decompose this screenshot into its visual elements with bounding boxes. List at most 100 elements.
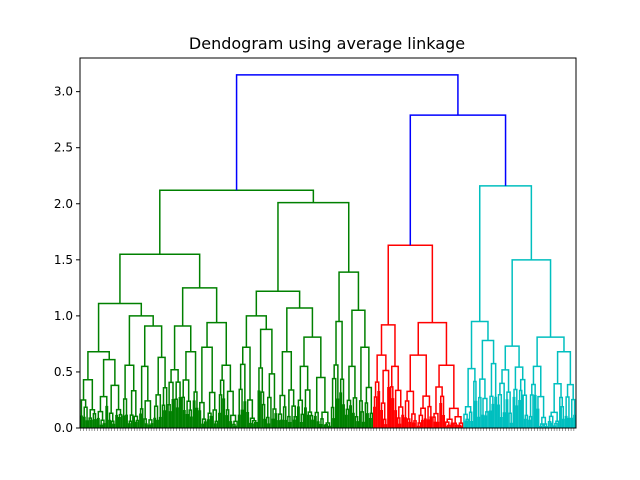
dendrogram-link-307 <box>518 389 523 428</box>
dendrogram-link-246 <box>409 354 427 397</box>
dendrogram-link-138 <box>277 420 281 428</box>
dendrogram-link-185 <box>344 414 348 428</box>
dendrogram-link-84 <box>203 421 207 428</box>
dendrogram-link-266 <box>448 407 459 420</box>
dendrogram-link-202 <box>360 346 370 401</box>
dendrogram-link-81 <box>173 325 192 370</box>
dendrogram-link-80 <box>185 351 197 393</box>
dendrogram-link-89 <box>207 412 212 420</box>
dendrogram-link-217 <box>376 354 387 383</box>
dendrogram-link-172 <box>315 376 326 413</box>
dendrogram-link-345 <box>556 351 572 385</box>
dendrogram-link-268 <box>417 321 448 366</box>
dendrogram-link-166 <box>320 418 324 428</box>
dendrogram-link-204 <box>338 271 360 322</box>
dendrogram-link-117 <box>249 422 252 428</box>
dendrogram-link-228 <box>404 417 407 428</box>
dendrogram-link-39 <box>124 364 135 400</box>
dendrogram-link-347 <box>511 259 552 347</box>
dendrogram-link-233 <box>413 420 417 428</box>
dendrogram-link-223 <box>401 414 405 428</box>
dendrogram-link-220 <box>394 410 398 428</box>
dendrogram-link-321 <box>540 423 544 428</box>
dendrogram-link-243 <box>429 416 433 428</box>
dendrogram-link-94 <box>201 346 213 403</box>
dendrogram-link-343 <box>571 398 576 419</box>
dendrogram-link-236 <box>416 425 420 428</box>
dendrogram-link-256 <box>447 424 451 428</box>
dendrogram-link-294 <box>499 417 503 428</box>
dendrogram-link-332 <box>555 420 560 428</box>
dendrogram-link-257 <box>444 421 450 428</box>
dendrogram-link-22 <box>115 414 119 428</box>
dendrogram-link-133 <box>274 413 278 428</box>
dendrogram-link-264 <box>458 422 464 428</box>
dendrogram-link-207 <box>373 406 376 428</box>
dendrogram-link-136 <box>259 328 273 374</box>
dendrogram-link-60 <box>97 302 143 352</box>
dendrogram-link-318 <box>531 383 536 396</box>
dendrogram-link-279 <box>477 416 481 428</box>
dendrogram-link-232 <box>412 422 416 428</box>
dendrogram-link-292 <box>470 320 489 369</box>
dendrogram-link-278 <box>467 367 476 407</box>
dendrogram-link-218 <box>391 398 395 428</box>
dendrogram-link-296 <box>502 412 506 428</box>
dendrogram-link-74 <box>188 409 193 428</box>
dendrogram-link-27 <box>102 358 116 397</box>
dendrogram-link-112 <box>240 409 244 428</box>
dendrogram-link-33 <box>128 420 133 428</box>
dendrogram-link-69 <box>170 368 179 383</box>
dendrogram-link-323 <box>543 423 548 428</box>
dendrogram-link-161 <box>299 365 309 401</box>
dendrogram-link-155 <box>304 407 307 428</box>
dendrogram-link-179 <box>336 398 340 428</box>
dendrogram-link-61 <box>168 411 172 428</box>
dendrogram-link-131 <box>267 396 272 428</box>
dendrogram-link-176 <box>332 418 336 428</box>
dendrogram-link-281 <box>481 414 485 428</box>
dendrogram-link-51 <box>153 405 159 421</box>
dendrogram-link-265 <box>454 416 462 424</box>
dendrogram-link-195 <box>360 411 364 428</box>
dendrogram-link-129 <box>267 423 271 428</box>
dendrogram-link-165 <box>319 423 323 428</box>
dendrogram-link-194 <box>361 421 365 428</box>
dendrogram-link-95 <box>218 412 221 428</box>
dendrogram-link-99 <box>225 415 228 428</box>
dendrogram-link-79 <box>193 391 198 409</box>
dendrogram-link-148 <box>291 405 296 428</box>
dendrogram-link-26 <box>110 384 120 414</box>
dendrogram-link-70 <box>182 409 186 428</box>
dendrogram-link-47 <box>144 400 152 420</box>
dendrogram-link-5 <box>89 419 93 428</box>
dendrogram-link-261 <box>453 422 457 428</box>
dendrogram-link-77 <box>192 400 196 428</box>
dendrogram-link-137 <box>245 315 268 348</box>
dendrogram-link-123 <box>242 346 251 401</box>
dendrogram-link-34 <box>129 414 134 428</box>
dendrogram-link-175 <box>255 290 301 316</box>
dendrogram-link-12 <box>99 424 103 428</box>
dendrogram-link-303 <box>512 396 516 428</box>
dendrogram-link-295 <box>497 394 503 418</box>
dendrogram-link-153 <box>300 413 305 428</box>
y-axis: 0.0 0.5 1.0 1.5 2.0 2.5 3.0 <box>54 85 80 435</box>
dendrogram-link-63 <box>171 399 175 428</box>
dendrogram-link-301 <box>506 391 511 414</box>
dendrogram-link-64 <box>168 381 174 405</box>
dendrogram-link-58 <box>143 325 163 367</box>
dendrogram-link-32 <box>127 423 131 428</box>
dendrogram-link-0 <box>79 415 83 428</box>
dendrogram-link-159 <box>307 411 313 416</box>
dendrogram-link-146 <box>292 419 296 428</box>
dendrogram-link-335 <box>560 406 565 428</box>
dendrogram-link-317 <box>533 394 537 428</box>
dendrogram-link-237 <box>417 422 422 428</box>
dendrogram-link-144 <box>288 422 292 428</box>
dendrogram-link-67 <box>178 396 182 428</box>
dendrogram-link-49 <box>153 417 157 428</box>
dendrogram-link-240 <box>423 418 427 428</box>
dendrogram-link-156 <box>306 414 310 428</box>
